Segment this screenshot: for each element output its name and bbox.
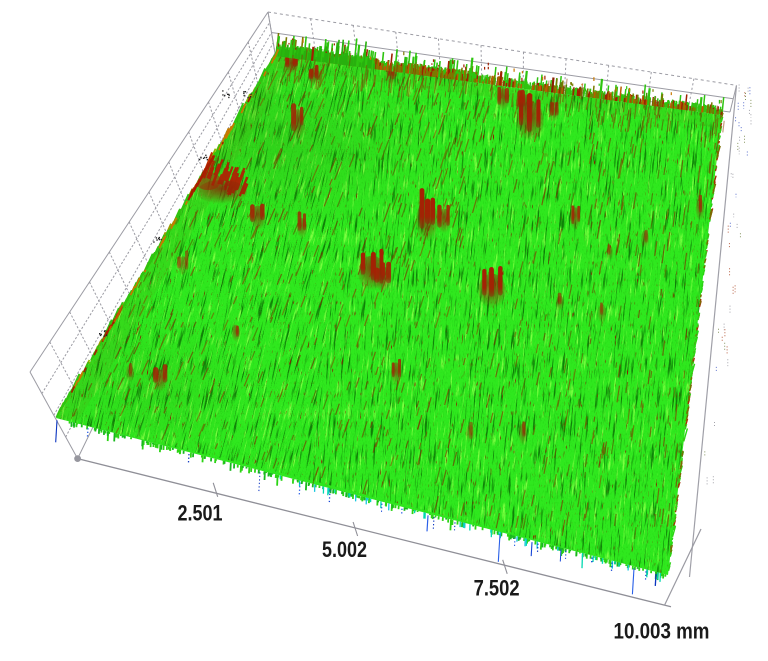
svg-text:7.502: 7.502 (474, 576, 520, 601)
svg-text:2.501: 2.501 (178, 501, 223, 526)
svg-text:10.003 mm: 10.003 mm (614, 618, 710, 643)
svg-text:5.002: 5.002 (322, 537, 367, 562)
